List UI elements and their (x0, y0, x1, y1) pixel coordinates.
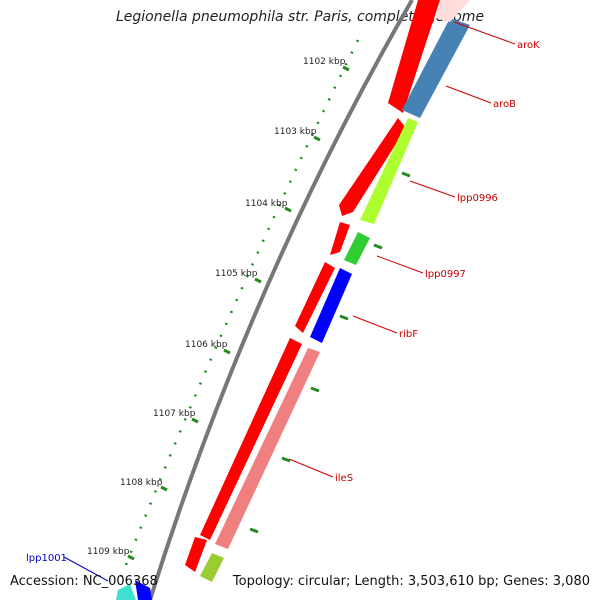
gene-arrow-ileS[interactable] (215, 348, 320, 549)
inner-tick (373, 243, 383, 250)
gene-label-lpp0996[interactable]: lpp0996 (457, 193, 498, 204)
inner-tick (310, 386, 320, 393)
scale-label: 1102 kbp (303, 57, 346, 67)
leader-line-lpp1001 (63, 556, 109, 582)
forward-track (185, 0, 440, 572)
inner-tick (281, 456, 291, 463)
scale-tick (223, 348, 231, 355)
leader-line-lpp0996 (409, 180, 456, 198)
leader-line-aroB (445, 85, 492, 104)
gene-arrow-forward-gene[interactable] (330, 222, 350, 255)
scale-label: 1106 kbp (185, 340, 228, 350)
gene-label-aroB[interactable]: aroB (493, 99, 516, 110)
scale-tick (284, 206, 292, 213)
gene-arrow-forward-gene[interactable] (339, 118, 406, 216)
accession-text: Accession: NC_006368 (10, 574, 158, 589)
leader-line-aroK (453, 21, 516, 45)
gene-arrow-lpp0997[interactable] (344, 232, 370, 265)
genome-backbone (148, 0, 414, 600)
inner-ticks (249, 171, 411, 534)
scale-label: 1104 kbp (245, 199, 288, 209)
gene-label-aroK[interactable]: aroK (517, 40, 540, 51)
gene-arrow-aroK[interactable] (388, 0, 440, 113)
topology-text: Topology: circular; Length: 3,503,610 bp… (232, 574, 590, 589)
gene-arrow-lpp1001-part[interactable] (135, 580, 152, 600)
gene-arrow-ribF[interactable] (310, 268, 352, 343)
gene-arrow-small-green[interactable] (200, 553, 224, 582)
leader-line-lpp0997 (376, 255, 424, 274)
inner-tick (339, 314, 349, 321)
inner-tick (249, 527, 259, 534)
scale-label: 1105 kbp (215, 269, 258, 279)
scale-ticks (127, 65, 350, 561)
scale-label: 1109 kbp (87, 547, 130, 557)
gene-arrow-forward-gene[interactable] (200, 338, 302, 540)
scale-label: 1107 kbp (153, 409, 196, 419)
gene-label-ileS[interactable]: ileS (335, 473, 353, 484)
gene-arrow-aroK-second[interactable] (436, 0, 470, 22)
gene-arrow-forward-gene[interactable] (185, 537, 207, 572)
leader-line-ileS (288, 458, 334, 478)
gene-label-lpp0997[interactable]: lpp0997 (425, 269, 466, 280)
leader-lines (63, 21, 516, 582)
gene-arrow-lpp1001[interactable] (116, 584, 136, 600)
leader-line-ribF (352, 315, 398, 334)
scale-tick (313, 135, 321, 142)
gene-label-ribF[interactable]: ribF (399, 329, 418, 340)
map-title: Legionella pneumophila str. Paris, compl… (115, 9, 485, 25)
gene-arrow-forward-gene[interactable] (295, 262, 335, 333)
gene-arrow-aroB[interactable] (402, 18, 470, 118)
gene-arrow-lpp0996[interactable] (360, 118, 418, 224)
scale-tick (342, 65, 350, 72)
scale-label: 1108 kbp (120, 478, 163, 488)
scale-tick (191, 417, 199, 424)
gene-label-lpp1001[interactable]: lpp1001 (26, 553, 67, 564)
scale-tick (127, 554, 135, 561)
scale-label: 1103 kbp (274, 127, 317, 137)
inner-tick (401, 171, 411, 178)
scale-tick (160, 485, 168, 492)
scale-tick (254, 277, 262, 284)
